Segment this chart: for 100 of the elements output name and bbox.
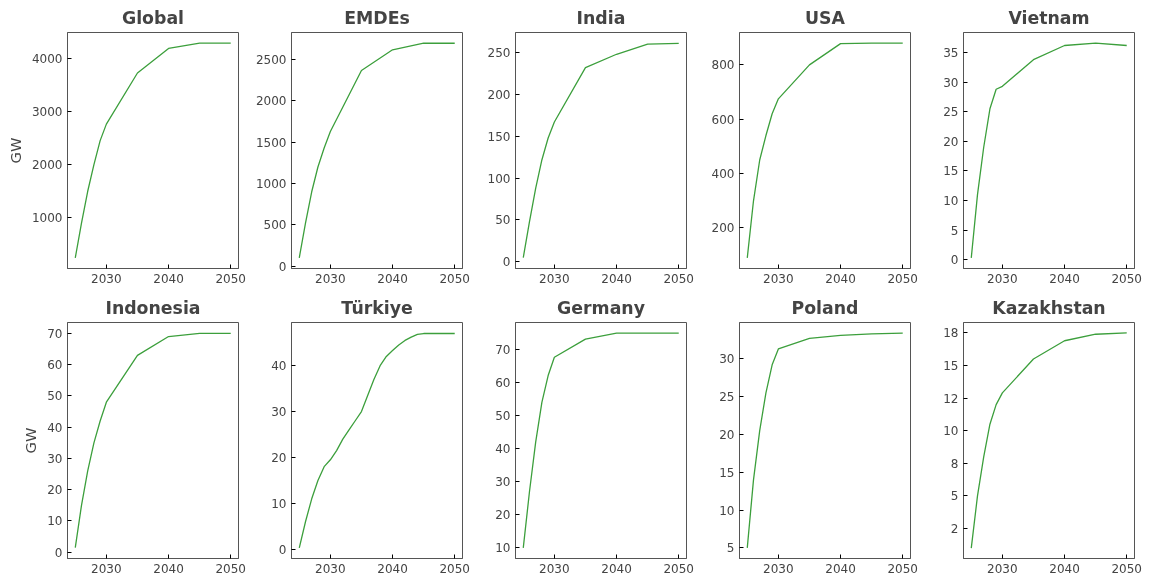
x-tick-label: 2040 xyxy=(601,561,632,576)
y-tick-label: 70 xyxy=(495,342,511,357)
y-tick-label: 18 xyxy=(943,326,959,341)
y-tick-label: 200 xyxy=(711,221,735,236)
y-tick-label: 40 xyxy=(495,441,511,456)
y-tick-label: 0 xyxy=(502,255,511,270)
y-tick-label: 100 xyxy=(487,171,511,186)
y-tick-label: 10 xyxy=(271,496,287,511)
y-tick-label: 40 xyxy=(47,420,63,435)
y-tick-label: 600 xyxy=(711,112,735,127)
x-tick-label: 2050 xyxy=(215,561,246,576)
x-tick-label: 2050 xyxy=(887,271,918,286)
chart-title: EMDEs xyxy=(344,7,410,28)
x-tick-label: 2050 xyxy=(439,561,470,576)
y-tick-label: 2000 xyxy=(255,94,287,109)
y-tick-label: 60 xyxy=(47,358,63,373)
x-tick-label: 2030 xyxy=(315,271,346,286)
chart-title: Indonesia xyxy=(105,297,201,318)
x-tick-label: 2030 xyxy=(315,561,346,576)
y-tick-label: 5 xyxy=(726,541,735,556)
y-tick-label: 8 xyxy=(950,456,959,471)
y-tick-label: 35 xyxy=(943,46,959,61)
y-tick-label: 10 xyxy=(495,541,511,556)
y-tick-label: 1000 xyxy=(31,211,63,226)
y-tick-label: 2000 xyxy=(31,158,63,173)
y-tick-label: 30 xyxy=(495,475,511,490)
x-tick-label: 2030 xyxy=(539,561,570,576)
y-tick-label: 5 xyxy=(950,489,959,504)
y-tick-label: 10 xyxy=(943,424,959,439)
x-tick-label: 2040 xyxy=(153,561,184,576)
chart-title: Global xyxy=(121,7,185,28)
y-tick-label: 60 xyxy=(495,375,511,390)
y-tick-label: 20 xyxy=(943,134,959,149)
y-tick-label: 15 xyxy=(943,359,959,374)
x-tick-label: 2050 xyxy=(663,271,694,286)
y-tick-label: 50 xyxy=(495,408,511,423)
x-tick-label: 2050 xyxy=(215,271,246,286)
y-tick-label: 10 xyxy=(47,514,63,529)
y-tick-label: 10 xyxy=(719,503,735,518)
y-tick-label: 20 xyxy=(719,427,735,442)
x-tick-label: 2040 xyxy=(377,561,408,576)
y-tick-label: 15 xyxy=(943,164,959,179)
chart-title: Vietnam xyxy=(1008,7,1090,28)
x-tick-label: 2050 xyxy=(1111,561,1142,576)
x-tick-label: 2040 xyxy=(153,271,184,286)
y-tick-label: 20 xyxy=(271,450,287,465)
y-tick-label: 12 xyxy=(943,391,959,406)
x-tick-label: 2030 xyxy=(91,561,122,576)
y-tick-label: 20 xyxy=(47,483,63,498)
y-tick-label: 25 xyxy=(719,390,735,405)
y-tick-label: 150 xyxy=(487,129,511,144)
y-tick-label: 70 xyxy=(47,326,63,341)
y-tick-label: 25 xyxy=(943,105,959,120)
y-tick-label: 200 xyxy=(487,87,511,102)
y-tick-label: 800 xyxy=(711,58,735,73)
y-tick-label: 40 xyxy=(271,359,287,374)
x-tick-label: 2040 xyxy=(825,561,856,576)
x-tick-label: 2030 xyxy=(987,561,1018,576)
y-tick-label: 0 xyxy=(54,545,63,560)
y-tick-label: 2500 xyxy=(255,53,287,68)
x-tick-label: 2030 xyxy=(987,271,1018,286)
x-tick-label: 2040 xyxy=(1049,271,1080,286)
y-tick-label: 0 xyxy=(950,253,959,268)
y-tick-label: 30 xyxy=(943,75,959,90)
y-tick-label: 10 xyxy=(943,193,959,208)
chart-title: Germany xyxy=(557,297,645,318)
x-tick-label: 2050 xyxy=(439,271,470,286)
y-tick-label: 20 xyxy=(495,508,511,523)
x-tick-label: 2050 xyxy=(887,561,918,576)
y-tick-label: 50 xyxy=(47,389,63,404)
y-tick-label: 0 xyxy=(278,542,287,557)
chart-title: India xyxy=(576,7,626,28)
x-tick-label: 2030 xyxy=(763,561,794,576)
chart-title: USA xyxy=(805,7,846,28)
y-tick-label: 400 xyxy=(711,167,735,182)
y-tick-label: 15 xyxy=(719,465,735,480)
x-tick-label: 2040 xyxy=(825,271,856,286)
y-axis-title: GW xyxy=(6,137,24,164)
y-tick-label: 30 xyxy=(271,405,287,420)
x-tick-label: 2030 xyxy=(539,271,570,286)
y-tick-label: 3000 xyxy=(31,104,63,119)
y-tick-label: 2 xyxy=(950,522,959,537)
y-tick-label: 30 xyxy=(47,451,63,466)
y-tick-label: 1000 xyxy=(255,177,287,192)
y-tick-label: 30 xyxy=(719,352,735,367)
y-tick-label: 50 xyxy=(495,213,511,228)
y-tick-label: 4000 xyxy=(31,51,63,66)
x-tick-label: 2030 xyxy=(763,271,794,286)
x-tick-label: 2030 xyxy=(91,271,122,286)
y-tick-label: 0 xyxy=(278,259,287,274)
chart-title: Türkiye xyxy=(341,297,413,318)
chart-title: Kazakhstan xyxy=(992,297,1106,318)
x-tick-label: 2040 xyxy=(1049,561,1080,576)
x-tick-label: 2040 xyxy=(377,271,408,286)
x-tick-label: 2040 xyxy=(601,271,632,286)
chart-title: Poland xyxy=(791,297,859,318)
y-tick-label: 250 xyxy=(487,46,511,61)
y-tick-label: 5 xyxy=(950,223,959,238)
y-axis-title: GW xyxy=(22,427,40,454)
x-tick-label: 2050 xyxy=(663,561,694,576)
